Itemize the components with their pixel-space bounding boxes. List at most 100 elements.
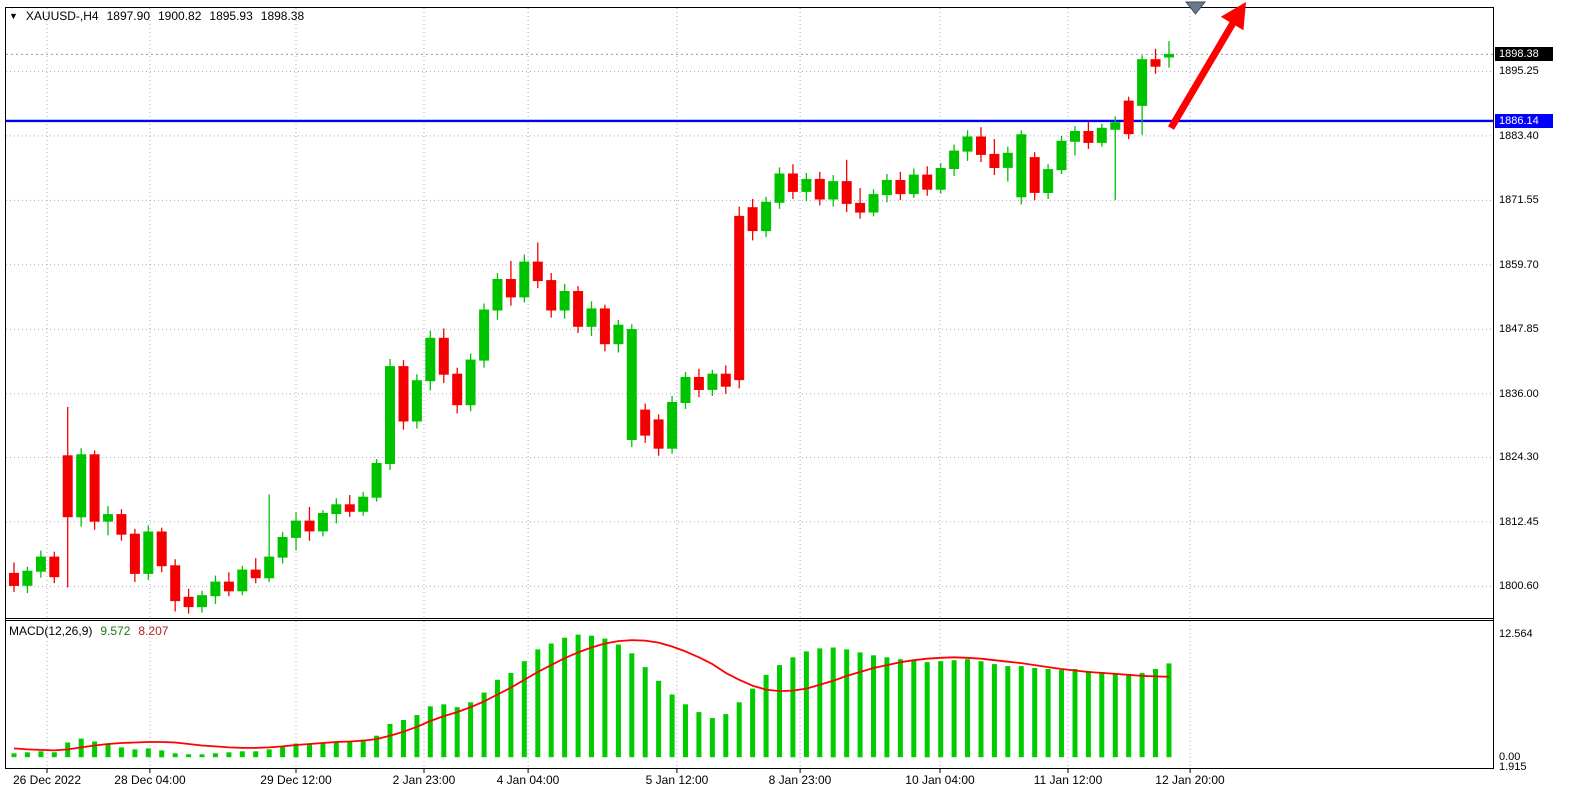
- candle-body: [667, 402, 678, 449]
- macd-bar: [481, 692, 487, 758]
- candle-body: [935, 168, 946, 190]
- candle-body: [1043, 169, 1054, 194]
- candle-body: [398, 366, 409, 422]
- open-value: 1897.90: [106, 9, 150, 23]
- time-axis-label[interactable]: 5 Jan 12:00: [645, 773, 709, 787]
- macd-histogram: [11, 634, 1172, 758]
- candle-body: [734, 215, 745, 381]
- macd-bar: [817, 648, 823, 758]
- candle-body: [868, 194, 879, 213]
- low-value: 1895.93: [209, 9, 253, 23]
- time-axis-label[interactable]: 10 Jan 04:00: [905, 773, 975, 787]
- macd-bar: [1005, 666, 1011, 758]
- macd-bar: [938, 661, 944, 758]
- high-value: 1900.82: [158, 9, 202, 23]
- macd-bar: [897, 659, 903, 758]
- trend-arrow[interactable]: [1167, 2, 1246, 130]
- macd-bar: [159, 750, 165, 758]
- macd-bar: [118, 747, 124, 758]
- trend-arrow-shaft[interactable]: [1167, 21, 1237, 130]
- candle-body: [881, 180, 892, 196]
- macd-bar: [92, 741, 98, 758]
- macd-bar: [965, 659, 970, 758]
- price-axis-label: 1812.45: [1499, 516, 1539, 528]
- macd-bar: [750, 688, 756, 758]
- macd-bar: [239, 751, 245, 758]
- time-axis-label[interactable]: 11 Jan 12:00: [1033, 773, 1103, 787]
- macd-signal-line: [13, 639, 1170, 752]
- time-axis-label[interactable]: 2 Jan 23:00: [392, 773, 456, 787]
- macd-bar: [790, 657, 796, 758]
- macd-bar: [293, 743, 299, 758]
- candle-body: [210, 581, 221, 597]
- candle-body: [452, 373, 463, 406]
- candle-body: [479, 309, 490, 361]
- macd-bar: [468, 702, 474, 758]
- candle-body: [425, 337, 436, 382]
- macd-bar: [844, 649, 850, 758]
- price-axis-label: 1883.40: [1499, 130, 1539, 142]
- macd-bar: [1032, 668, 1038, 758]
- symbol-timeframe-label: XAUUSD-,H4: [25, 9, 99, 23]
- time-axis-label[interactable]: 28 Dec 04:00: [114, 773, 186, 787]
- macd-bar: [535, 649, 541, 758]
- current-price-tag: 1898.38: [1495, 47, 1553, 61]
- macd-bar: [521, 661, 527, 758]
- macd-bar: [253, 751, 259, 758]
- trend-arrow-head[interactable]: [1220, 2, 1246, 31]
- candle-body: [814, 178, 825, 200]
- macd-bar: [1045, 669, 1051, 758]
- macd-bar: [723, 714, 729, 758]
- candle-body: [1110, 122, 1121, 130]
- macd-bar: [709, 718, 715, 758]
- candle-body: [183, 596, 194, 608]
- candle-body: [1096, 127, 1107, 143]
- macd-bar: [401, 720, 406, 758]
- time-axis-label[interactable]: 4 Jan 04:00: [496, 773, 560, 787]
- chart-border: [5, 7, 1494, 769]
- candle-body: [774, 173, 785, 203]
- candle-body: [76, 454, 87, 518]
- macd-bar: [1126, 673, 1132, 758]
- candle-body: [559, 291, 570, 311]
- candle-body: [640, 409, 651, 436]
- candle-body: [385, 366, 395, 465]
- time-axis-label[interactable]: 8 Jan 23:00: [768, 773, 832, 787]
- candle-body: [49, 556, 60, 578]
- candle-body: [976, 136, 986, 155]
- macd-bar: [51, 752, 57, 758]
- candle-body: [895, 180, 906, 195]
- macd-axis-label: 1.915: [1499, 761, 1527, 773]
- candle-body: [613, 324, 624, 345]
- candle-body: [989, 153, 1000, 168]
- time-axis-label[interactable]: 12 Jan 20:00: [1155, 773, 1225, 787]
- macd-bar: [1072, 669, 1078, 758]
- macd-bar: [495, 679, 500, 758]
- candle-body: [841, 181, 852, 204]
- macd-bar: [508, 672, 514, 758]
- candle-body: [250, 569, 261, 579]
- macd-bar: [1059, 670, 1064, 758]
- candle-body: [1070, 131, 1080, 142]
- macd-bar: [991, 664, 997, 758]
- macd-bar: [615, 644, 621, 758]
- candle-body: [304, 520, 315, 532]
- macd-bar: [105, 744, 111, 758]
- object-anchor-icon[interactable]: [1184, 1, 1207, 15]
- macd-bar: [978, 661, 984, 758]
- price-axis-label: 1859.70: [1499, 259, 1539, 271]
- macd-bar: [266, 749, 272, 758]
- candle-body: [1150, 59, 1161, 67]
- macd-bar: [172, 753, 178, 758]
- macd-bar: [360, 739, 366, 758]
- candle-body: [922, 174, 933, 190]
- time-axis-label[interactable]: 29 Dec 12:00: [260, 773, 332, 787]
- macd-bar: [374, 735, 380, 758]
- candle-body: [317, 513, 328, 532]
- time-axis-label[interactable]: 26 Dec 2022: [12, 773, 82, 787]
- macd-bar: [427, 706, 433, 758]
- candle-body: [787, 173, 798, 192]
- candle-body: [143, 531, 154, 574]
- symbol-collapse-icon[interactable]: ▼: [9, 11, 18, 21]
